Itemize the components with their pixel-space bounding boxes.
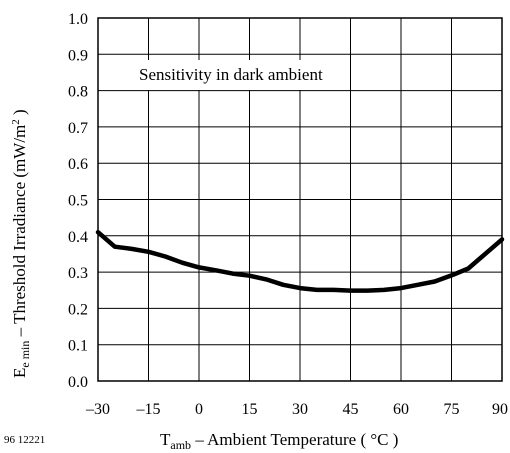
x-tick-label: 45: [343, 401, 359, 418]
x-tick-label: –30: [85, 401, 110, 418]
series-line-0: [95, 229, 505, 293]
annotation-background: [133, 60, 347, 90]
x-tick-label: 30: [292, 401, 308, 418]
y-tick-label: 0.9: [68, 47, 88, 64]
y-tick-label: 0.2: [68, 301, 88, 318]
x-tick-label: –15: [136, 401, 161, 418]
y-tick-label: 0.0: [68, 374, 88, 391]
y-tick-label: 0.3: [68, 265, 88, 282]
y-tick-label: 0.4: [68, 229, 88, 246]
series: [95, 229, 505, 293]
figure-number: 96 12221: [4, 434, 45, 446]
y-axis-label: Ee min – Threshold Irradiance (mW/m2 ): [10, 109, 32, 378]
x-tick-label: 60: [393, 401, 409, 418]
x-tick-labels: –30 –15 0 15 30 45 60 75 90: [85, 401, 508, 418]
plot-frame: [97, 17, 503, 382]
x-tick-label: 15: [242, 401, 258, 418]
x-axis-label: Tamb – Ambient Temperature ( °C ): [160, 430, 398, 452]
chart-annotation: Sensitivity in dark ambient: [139, 65, 323, 84]
x-tick-label: 90: [492, 401, 508, 418]
y-tick-label: 0.8: [68, 84, 88, 101]
y-tick-label: 0.7: [68, 120, 88, 137]
y-tick-labels: 0.0 0.1 0.2 0.3 0.4 0.5 0.6 0.7 0.8 0.9 1.0: [68, 11, 88, 391]
y-tick-label: 0.6: [68, 156, 88, 173]
y-tick-label: 1.0: [68, 11, 88, 28]
x-tick-label: 75: [444, 401, 460, 418]
x-tick-label: 0: [195, 401, 203, 418]
y-tick-label: 0.5: [68, 193, 88, 210]
y-tick-label: 0.1: [68, 338, 88, 355]
